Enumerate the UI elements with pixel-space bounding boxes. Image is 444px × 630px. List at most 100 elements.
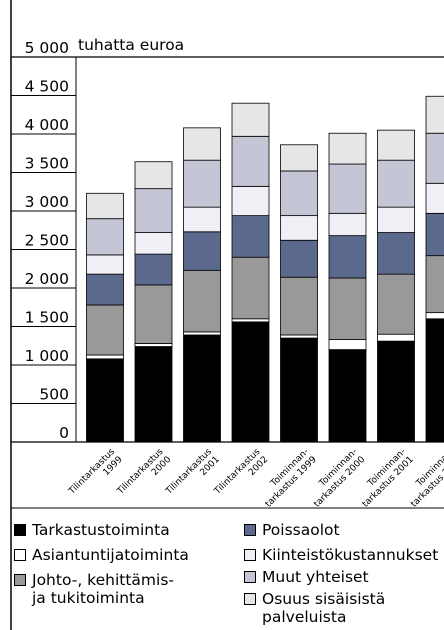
bar-segment [280,337,318,443]
bar-segment [377,273,415,335]
legend-swatch [244,549,256,561]
legend-item-kiinteistokustannukset: Kiinteistökustannukset [244,546,438,564]
bar-segment [280,239,318,278]
bar-segment [280,144,318,172]
legend-label-multiline: Osuus sisäisistä palveluista [262,590,385,626]
y-tick-label: 3 000 [25,193,69,211]
legend-item-asiantuntijatoiminta: Asiantuntijatoiminta [14,546,189,564]
legend-label: Muut yhteiset [262,568,369,586]
bar-segment [425,95,444,134]
bar-segment [134,284,173,344]
bar-segment [86,218,124,256]
legend-item-poissaolot: Poissaolot [244,521,340,539]
bar-segment [377,333,415,342]
bar-segment [328,349,367,443]
bar-segment [328,339,367,350]
legend-swatch [244,524,256,536]
legend-label: Tarkastustoiminta [32,521,170,539]
bar-segment [134,161,173,190]
bar-segment [183,127,221,161]
legend-swatch [14,574,26,586]
bar-segment [86,192,124,220]
legend-label: Poissaolot [262,521,340,539]
bar-segment [86,354,124,360]
bar-segment [86,273,124,306]
bar-segment [134,188,173,233]
legend-label: Osuus sisäisistä [262,590,386,608]
x-tick-label: Toiminnan-tarkastus 1999 [264,447,319,510]
legend-swatch [244,571,256,583]
legend-item-tarkastustoiminta: Tarkastustoiminta [14,521,170,539]
bar-segment [377,129,415,161]
bar-segment [328,132,367,165]
bar-segment [134,232,173,255]
legend-swatch [244,593,256,605]
bar-segment [280,334,318,339]
bar-segment [328,235,367,279]
bar-segment [231,256,270,320]
legend-label: Asiantuntijatoiminta [32,546,189,564]
legend-item-osuus: Osuus sisäisistä palveluista [244,590,385,626]
bar-segment [328,163,367,214]
y-tick-label: 2 000 [25,270,69,288]
y-tick-label: 500 [39,386,69,404]
x-tick-label: Toiminnan-tarkastus 2000 [312,447,367,510]
bar-segment [134,343,173,347]
bar-segment [86,304,124,356]
bar-segment [280,215,318,241]
bar-segment [183,331,221,336]
y-tick-label: 1 000 [25,347,69,365]
legend-label-line2: palveluista [262,608,347,626]
bar-segment [377,206,415,233]
bar-segment [425,318,444,443]
unit-label: tuhatta euroa [78,36,184,54]
bar-segment [328,212,367,237]
bar-segment [280,170,318,217]
bar-segment [86,358,124,443]
bar-segment [425,255,444,314]
bar-segment [183,269,221,333]
bar-segment [280,276,318,336]
y-tick-label: 5 000 [25,39,69,57]
bar-segment [231,321,270,443]
legend-item-johto: Johto-, kehittämis- ja tukitoiminta [14,571,174,607]
bar-segment [134,253,173,286]
bar-segment [425,212,444,257]
y-tick-label: 3 500 [25,155,69,173]
bar-segment [134,346,173,443]
bar-segment [183,159,221,208]
y-tick-label: 4 500 [25,78,69,96]
bar-segment [86,254,124,275]
bar-segment [183,231,221,271]
y-tick-label: 2 500 [25,232,69,250]
bar-segment [377,232,415,275]
legend-label-line2: ja tukitoiminta [32,589,145,607]
bar-segment [377,340,415,443]
legend-label: Johto-, kehittämis- [32,571,174,589]
bar-segment [231,102,270,137]
bar-segment [231,185,270,217]
bar-segment [425,182,444,214]
y-tick-label: 0 [59,424,69,442]
legend-item-muut-yhteiset: Muut yhteiset [244,568,369,586]
legend-label-multiline: Johto-, kehittämis- ja tukitoiminta [32,571,174,607]
y-tick-label: 1 500 [25,309,69,327]
bar-segment [328,277,367,340]
bar-segment [231,215,270,258]
x-tick-label: Toiminnan-tarkastus 2001 [361,447,416,510]
bar-segment [183,206,221,233]
legend-swatch [14,524,26,536]
y-tick-label: 4 000 [25,116,69,134]
bar-segment [231,135,270,187]
legend-swatch [14,549,26,561]
legend-label: Kiinteistökustannukset [262,546,439,564]
bar-segment [231,318,270,323]
bar-segment [425,132,444,184]
bar-segment [377,159,415,208]
